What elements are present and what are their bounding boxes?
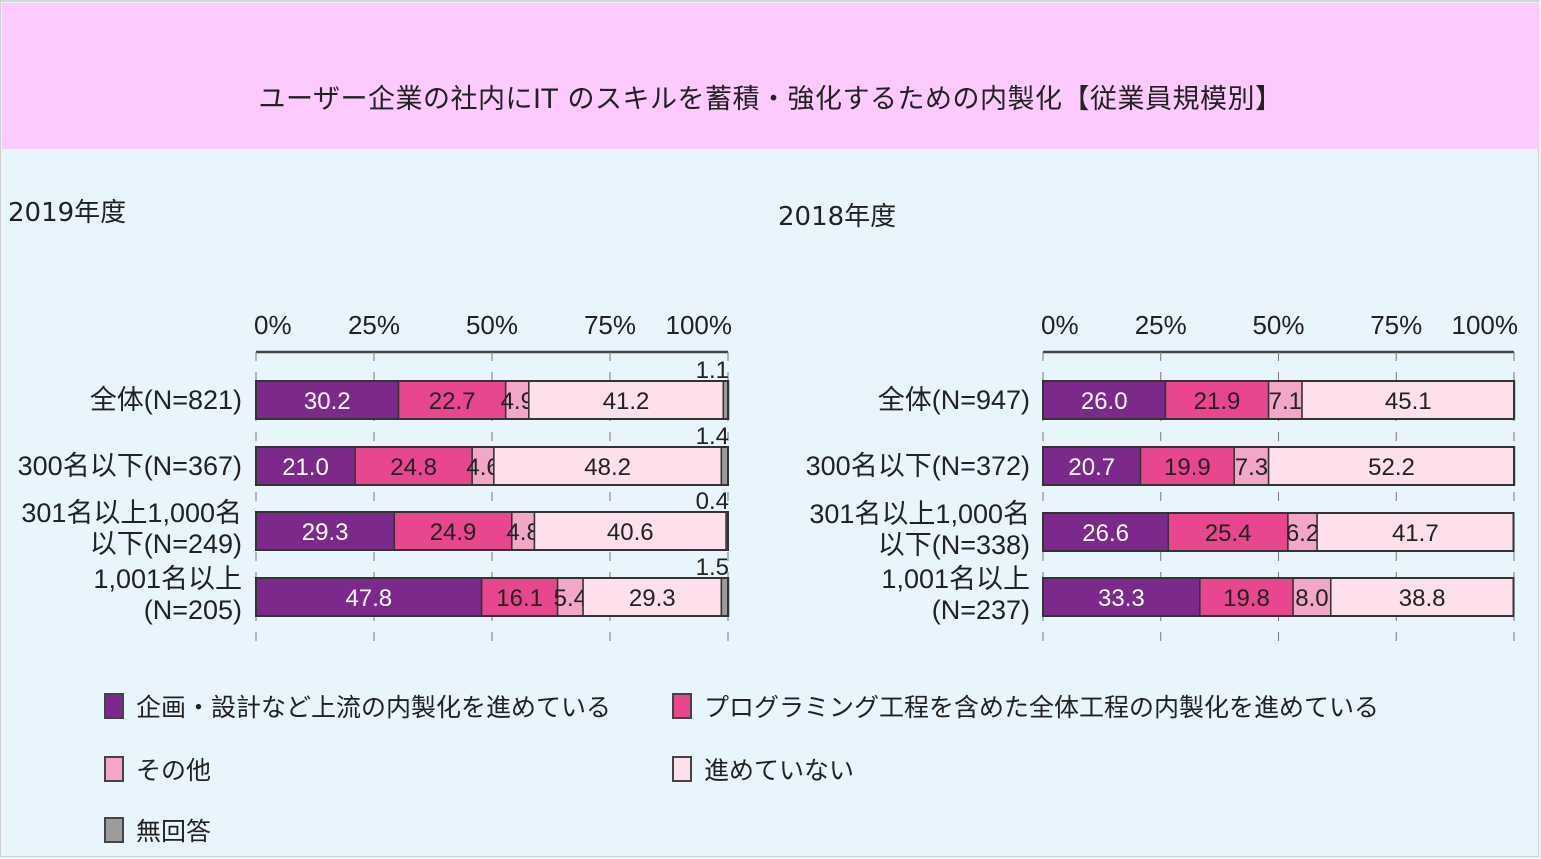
chart-title: ユーザー企業の社内にIT のスキルを蓄積・強化するための内製化【従業員規模別】 <box>258 84 1283 115</box>
x-tick-label-2019: 50% <box>466 310 518 340</box>
legend-item-full-process: プログラミング工程を含めた全体工程の内製化を進めている <box>672 688 1379 724</box>
legend-item-upstream: 企画・設計など上流の内製化を進めている <box>104 688 611 724</box>
data-label-upstream: 26.6 <box>1082 520 1129 547</box>
legend-swatch-no-answer <box>104 817 124 843</box>
data-label-upstream: 29.3 <box>302 519 349 546</box>
bar-segment-full-process <box>1167 512 1289 552</box>
category-label-2019: 以下(N=249) <box>90 529 242 559</box>
data-label-not-doing: 48.2 <box>584 454 631 481</box>
bar-outline <box>1042 380 1515 420</box>
data-label-no-answer: 1.4 <box>696 423 729 450</box>
data-label-upstream: 21.0 <box>282 454 329 481</box>
x-tick-label-2018: 25% <box>1135 310 1187 340</box>
category-label-2018: 以下(N=338) <box>878 530 1030 560</box>
x-tick-label-2019: 100% <box>666 310 733 340</box>
legend-label-full-process: プログラミング工程を含めた全体工程の内製化を進めている <box>704 693 1380 722</box>
bar-outline <box>255 380 729 420</box>
data-label-upstream: 30.2 <box>304 388 351 415</box>
bar-segment-not-doing <box>533 511 727 551</box>
data-label-full-process: 24.8 <box>390 454 437 481</box>
data-label-full-process: 24.9 <box>430 519 477 546</box>
legend-label-upstream: 企画・設計など上流の内製化を進めている <box>136 693 612 722</box>
data-label-no-answer: 1.5 <box>696 554 729 581</box>
category-label-2018: (N=237) <box>932 595 1030 625</box>
data-label-not-doing: 45.1 <box>1385 388 1432 415</box>
category-label-2018: 301名以上1,000名 <box>809 499 1030 529</box>
legend-swatch-not-doing <box>672 756 692 782</box>
data-label-not-doing: 41.7 <box>1392 520 1439 547</box>
data-label-upstream: 47.8 <box>345 585 392 612</box>
data-label-other: 8.0 <box>1295 585 1328 612</box>
x-tick-label-2018: 0% <box>1041 310 1079 340</box>
chart-2018-title: 2018年度 <box>778 202 897 232</box>
category-label-2018: 300名以下(N=372) <box>806 451 1030 481</box>
bar-segment-other <box>1267 380 1303 420</box>
bar-outline <box>255 511 729 551</box>
bar-outline <box>1042 446 1515 486</box>
data-label-not-doing: 38.8 <box>1399 585 1446 612</box>
category-label-2018: 1,001名以上 <box>881 564 1030 594</box>
data-label-full-process: 25.4 <box>1205 520 1252 547</box>
bar-segment-upstream <box>255 511 396 551</box>
x-tick-label-2019: 75% <box>584 310 636 340</box>
data-label-not-doing: 29.3 <box>629 585 676 612</box>
bar-outline <box>255 446 729 486</box>
chart-2019-title: 2019年度 <box>8 198 127 228</box>
legend-label-other: その他 <box>136 756 212 785</box>
data-label-no-answer: 1.1 <box>696 357 729 384</box>
data-label-not-doing: 52.2 <box>1368 454 1415 481</box>
data-label-upstream: 33.3 <box>1098 585 1145 612</box>
bar-outline <box>1042 512 1515 552</box>
x-tick-label-2018: 75% <box>1370 310 1422 340</box>
data-label-upstream: 26.0 <box>1081 388 1128 415</box>
data-label-other: 6.2 <box>1286 520 1319 547</box>
x-tick-label-2019: 25% <box>348 310 400 340</box>
bar-segment-upstream <box>1042 380 1167 420</box>
data-label-other: 5.4 <box>554 585 587 612</box>
data-label-other: 7.3 <box>1235 454 1268 481</box>
category-label-2019: 1,001名以上 <box>93 564 242 594</box>
legend-label-no-answer: 無回答 <box>136 817 212 846</box>
legend-label-not-doing: 進めていない <box>704 756 855 785</box>
legend-item-other: その他 <box>104 751 211 787</box>
category-label-2019: 301名以上1,000名 <box>21 498 242 528</box>
bar-segment-not-doing <box>1301 380 1516 420</box>
category-label-2019: (N=205) <box>144 595 242 625</box>
x-tick-label-2018: 100% <box>1452 310 1519 340</box>
bar-outline <box>1042 577 1515 617</box>
legend-swatch-upstream <box>104 693 124 719</box>
bar-outline <box>255 577 729 617</box>
data-label-not-doing: 41.2 <box>603 388 650 415</box>
bar-segment-full-process <box>397 380 507 420</box>
data-label-no-answer: 0.4 <box>696 488 729 515</box>
data-label-not-doing: 40.6 <box>607 519 654 546</box>
data-label-other: 7.1 <box>1269 388 1302 415</box>
category-label-2018: 全体(N=947) <box>878 385 1030 415</box>
category-label-2019: 300名以下(N=367) <box>18 451 242 481</box>
data-label-upstream: 20.7 <box>1068 454 1115 481</box>
legend-swatch-full-process <box>672 693 692 719</box>
legend-item-not-doing: 進めていない <box>672 751 854 787</box>
bar-segment-not-doing <box>1316 512 1515 552</box>
data-label-full-process: 21.9 <box>1194 388 1241 415</box>
data-label-full-process: 19.9 <box>1164 454 1211 481</box>
x-tick-label-2018: 50% <box>1252 310 1304 340</box>
data-label-full-process: 16.1 <box>496 585 543 612</box>
category-label-2019: 全体(N=821) <box>90 385 242 415</box>
title-banner: ユーザー企業の社内にIT のスキルを蓄積・強化するための内製化【従業員規模別】 <box>2 3 1539 149</box>
data-label-full-process: 22.7 <box>429 388 476 415</box>
x-tick-label-2019: 0% <box>254 310 292 340</box>
data-label-full-process: 19.8 <box>1223 585 1270 612</box>
legend-item-no-answer: 無回答 <box>104 812 211 848</box>
legend-swatch-other <box>104 756 124 782</box>
